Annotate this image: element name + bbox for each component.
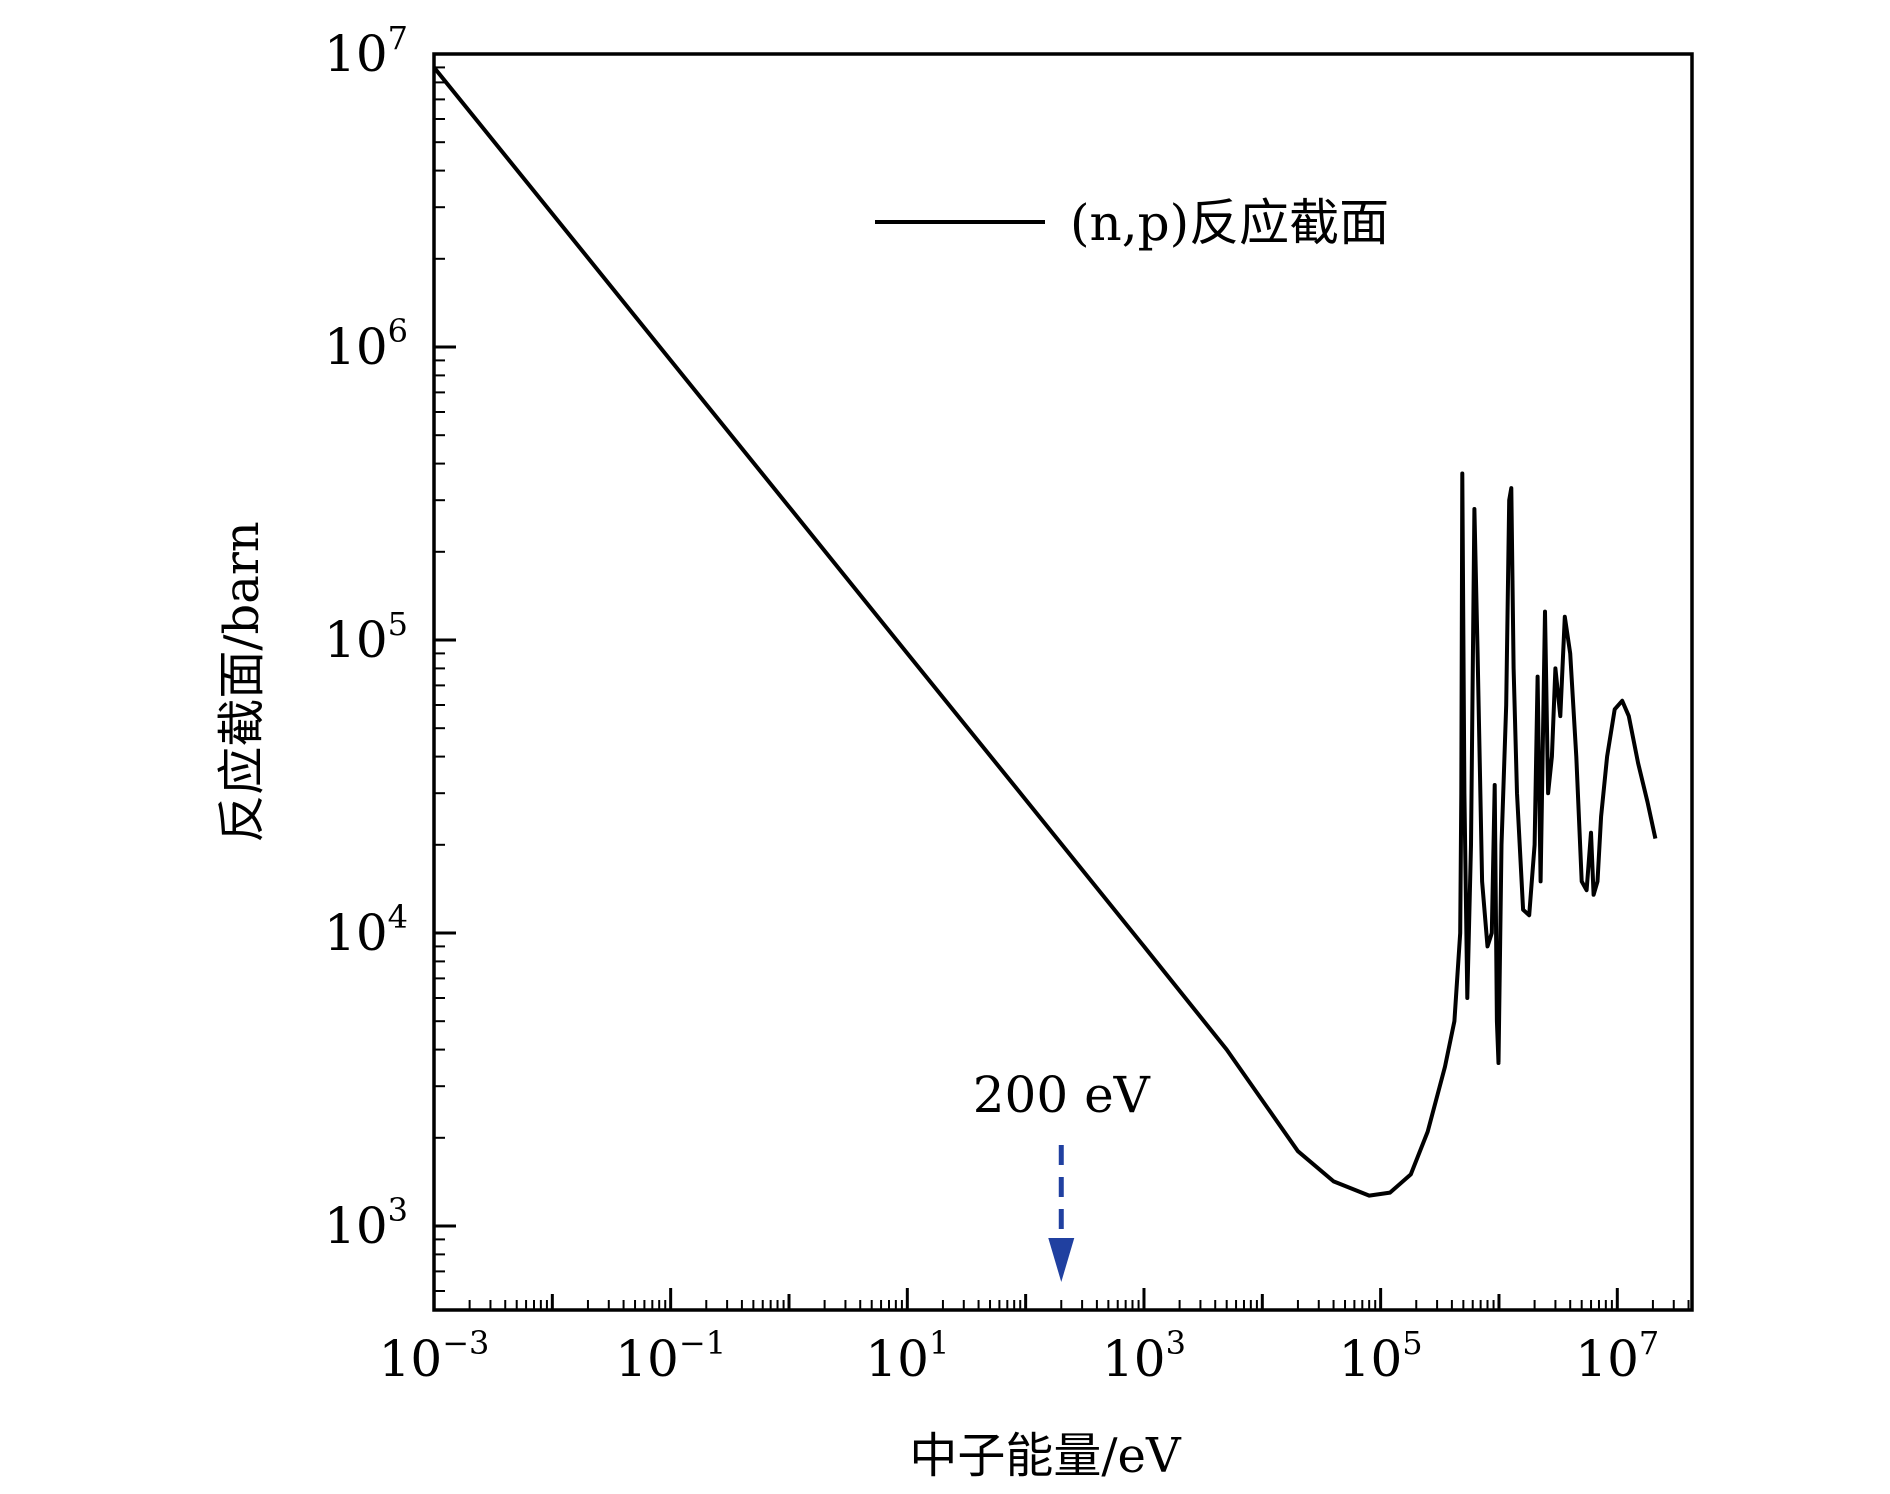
legend: (n,p)反应截面 [875,194,1389,252]
x-tick-label: 101 [865,1324,949,1388]
y-tick-label: 107 [324,19,408,83]
x-tick-label: 107 [1575,1324,1659,1388]
x-tick-labels: 10−3 10−1 101 103 105 107 [379,1324,1660,1388]
series-line-np-cross-section [434,66,1658,1198]
y-tick-label: 103 [324,1191,408,1255]
y-axis-title: 反应截面/barn [214,521,270,842]
series-layer [434,66,1658,1198]
annotation-label: 200 eV [973,1066,1151,1124]
annotation-200ev: 200 eV [973,1066,1151,1282]
annotation-arrow-head [1048,1238,1075,1282]
legend-label: (n,p)反应截面 [1070,194,1389,252]
y-tick-labels: 103 104 105 106 107 [324,19,408,1255]
y-tick-label: 105 [324,605,408,669]
x-tick-label: 103 [1102,1324,1186,1388]
x-tick-label: 10−3 [379,1324,490,1388]
plot-frame [432,52,1694,1312]
y-tick-label: 106 [324,312,408,376]
x-axis-title: 中子能量/eV [909,1428,1182,1484]
x-tick-label: 105 [1339,1324,1423,1388]
y-tick-label: 104 [324,898,408,962]
x-tick-label: 10−1 [615,1324,726,1388]
